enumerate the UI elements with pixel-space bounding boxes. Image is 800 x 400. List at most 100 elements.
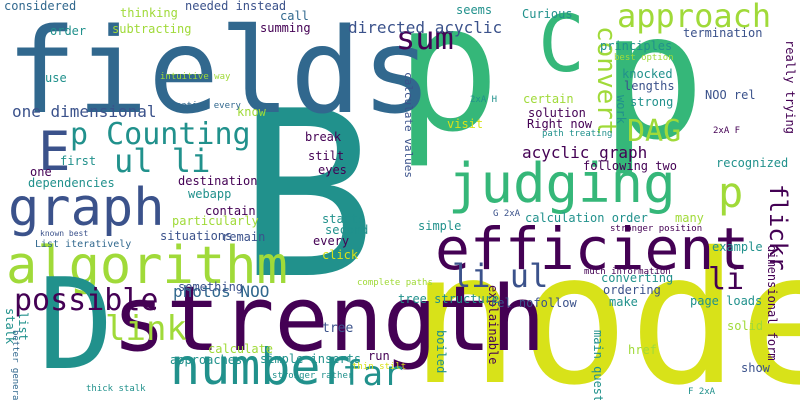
cloud-word-destination: destination [178,174,258,188]
cloud-word-algorithm: algorithm [6,236,288,296]
cloud-word-break: break [305,130,342,144]
cloud-word-webapp: webapp [188,187,232,201]
cloud-word-number: number [170,338,351,396]
cloud-word-g-2xa: G 2xA [493,209,521,219]
cloud-word-many: many [675,211,704,225]
cloud-word-something: something [178,280,244,294]
cloud-word-f-2xa: F 2xA [688,387,716,397]
cloud-word-termination: termination [683,26,763,40]
cloud-word-thick-stalk: thick stalk [86,384,146,394]
cloud-word-needed-instead: needed instead [185,0,287,13]
cloud-word-stronger-rather: stronger rather [272,371,354,381]
cloud-word-know: know [237,105,266,119]
cloud-word-list: list [16,312,30,341]
cloud-word-tree-structure: tree structure [398,292,500,306]
cloud-word-order: order [50,24,87,38]
cloud-word-dimensional-form: dimensional form [765,245,779,361]
cloud-word-far: far [342,354,404,394]
cloud-word-2xa-h: 2xA H [470,95,498,105]
cloud-word-work: work [614,95,628,124]
cloud-word-dag: DAG [627,114,682,149]
cloud-word-judging: judging [448,152,676,215]
cloud-word-certain: certain [523,92,574,106]
cloud-word-following-two: following two [583,159,677,173]
cloud-word-starts: starts [322,212,366,226]
cloud-word-complete-paths: complete paths [357,278,433,288]
cloud-word-example: example [712,240,763,254]
cloud-word-call: call [280,9,309,23]
cloud-word-explainable: explainable [486,285,500,365]
cloud-word-stronger-position: stronger position [610,224,703,234]
cloud-word-treating-every: treating every [165,101,241,111]
cloud-word-one-dimensional: one dimensional [12,102,157,121]
cloud-word-make: make [609,295,638,309]
cloud-word-one: one [30,165,52,179]
cloud-word-converting: converting [601,271,674,285]
cloud-word-known-best: known best [40,229,89,238]
cloud-word-ordering: ordering [603,283,661,297]
cloud-word-principles: principles [600,39,673,53]
cloud-word-situations: situations [160,229,233,243]
cloud-word-list-iteratively: List iteratively [35,239,132,250]
cloud-word-use: use [45,71,67,85]
cloud-word-2xa-f: 2xA F [713,126,741,136]
cloud-word-e: E [38,120,71,183]
cloud-word-really-trying: really trying [783,40,797,134]
cloud-word-approaches: approaches [170,353,243,367]
cloud-word-simple: simple [418,219,462,233]
cloud-word-stalk: stalk [3,308,17,345]
cloud-word-solution: solution [528,106,586,120]
cloud-word-show: show [741,361,770,375]
cloud-word-noo-rel: NOO rel [705,88,756,102]
cloud-word-node: node [410,213,800,400]
cloud-word-run: run [368,349,390,363]
cloud-word-b: B [238,63,377,330]
cloud-word-thin-stilt: thin stilt [352,362,407,372]
cloud-word-second: second [325,223,369,237]
cloud-word-simple-inserts: simple inserts [260,352,362,366]
cloud-word-better-generalized: better generalized [10,330,20,400]
cloud-word-eyes: eyes [318,163,347,177]
cloud-word-flickr: flickr [764,184,792,271]
cloud-word-efficient: efficient [435,215,750,283]
cloud-word-solid: solid [727,319,764,333]
cloud-word-first: first [60,154,97,168]
cloud-word-path-treating: path treating [542,129,613,139]
cloud-word-p: p [395,0,501,171]
cloud-word-p-counting: p Counting [70,117,251,152]
cloud-word-much-information: much information [584,267,671,277]
cloud-word-p: p [600,0,706,179]
cloud-word-strength: strength [112,267,546,372]
cloud-word-c: C [538,0,585,90]
cloud-word-rel-nofollow: rel nofollow [490,296,577,310]
cloud-word-calculate-values: calculate values [402,72,415,178]
cloud-word-calculation-order: calculation order [525,211,648,225]
cloud-word-boiled: boiled [434,330,448,374]
cloud-word-photos-noo: photos NOO [173,282,270,301]
cloud-word-li: li [708,262,745,297]
cloud-word-summing: summing [260,21,311,35]
cloud-word-subtracting: subtracting [112,22,192,36]
cloud-word-graph: graph [8,178,165,238]
cloud-word-convert: convert [591,26,621,136]
cloud-word-best-option: best option [614,53,674,63]
cloud-word-stilt: stilt [308,149,345,163]
cloud-word-fields: fields [6,2,433,140]
cloud-word-sum: sum [396,19,454,57]
cloud-word-thinking: thinking [120,6,178,20]
cloud-word-calculate: calculate [208,342,274,356]
cloud-word-particularly: particularly [172,214,259,228]
cloud-word-possible: possible [14,283,159,318]
cloud-word-right-now: Right now [527,117,593,131]
cloud-word-click: click [322,248,359,262]
cloud-word-recognized: recognized [716,156,789,170]
cloud-word-strong: strong [630,95,674,109]
cloud-word-d: D [38,251,114,398]
cloud-word-considered: considered [4,0,77,13]
cloud-word-remain: remain [222,230,266,244]
cloud-word-li-ul: li ul [452,257,549,295]
cloud-word-main-question: main question [591,330,605,400]
cloud-word-page-loads: page loads [690,294,763,308]
cloud-word-ul-li: ul li [114,142,211,180]
